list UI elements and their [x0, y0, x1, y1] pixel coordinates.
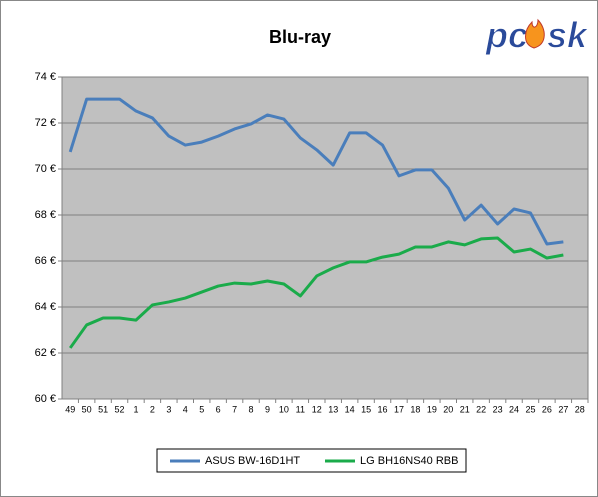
y-tick-label: 74 € — [35, 71, 56, 83]
x-tick-label: 20 — [443, 404, 453, 414]
x-tick-label: 19 — [427, 404, 437, 414]
x-tick-label: 1 — [133, 404, 138, 414]
y-tick-label: 68 € — [35, 209, 56, 221]
x-tick-label: 7 — [232, 404, 237, 414]
legend-label: ASUS BW-16D1HT — [205, 455, 300, 467]
x-tick-label: 49 — [65, 404, 75, 414]
x-tick-label: 15 — [361, 404, 371, 414]
x-tick-label: 28 — [575, 404, 585, 414]
x-tick-label: 50 — [82, 404, 92, 414]
x-tick-label: 27 — [558, 404, 568, 414]
x-tick-label: 16 — [378, 404, 388, 414]
chart-title: Blu-ray — [269, 27, 331, 47]
legend — [156, 448, 467, 473]
y-tick-label: 62 € — [35, 347, 56, 359]
x-tick-label: 9 — [265, 404, 270, 414]
x-tick-label: 12 — [312, 404, 322, 414]
series-line — [68, 236, 564, 349]
logo-text: sk — [547, 15, 589, 56]
y-tick-label: 70 € — [35, 163, 56, 175]
x-tick-label: 22 — [476, 404, 486, 414]
x-tick-label: 3 — [166, 404, 171, 414]
legend-label: LG BH16NS40 RBB — [360, 455, 458, 467]
y-tick-label: 60 € — [35, 393, 56, 405]
x-tick-label: 5 — [199, 404, 204, 414]
y-tick-label: 66 € — [35, 255, 56, 267]
x-tick-label: 21 — [460, 404, 470, 414]
x-tick-label: 2 — [150, 404, 155, 414]
x-tick-label: 25 — [525, 404, 535, 414]
x-tick-label: 17 — [394, 404, 404, 414]
x-tick-label: 51 — [98, 404, 108, 414]
logo-text: pc — [485, 15, 528, 56]
x-tick-label: 24 — [509, 404, 519, 414]
x-tick-label: 18 — [410, 404, 420, 414]
x-tick-label: 8 — [249, 404, 254, 414]
logo: pc sk — [485, 14, 590, 56]
x-tick-label: 11 — [296, 404, 305, 414]
plot-area — [61, 76, 589, 400]
x-tick-label: 23 — [493, 404, 503, 414]
x-tick-label: 4 — [183, 404, 188, 414]
x-tick-label: 14 — [345, 404, 355, 414]
x-tick-label: 26 — [542, 404, 552, 414]
x-tick-label: 13 — [328, 404, 338, 414]
x-tick-label: 10 — [279, 404, 289, 414]
x-tick-label: 6 — [216, 404, 221, 414]
logo-flame — [525, 18, 545, 49]
series-line — [68, 97, 564, 246]
x-tick-label: 52 — [115, 404, 125, 414]
y-tick-label: 72 € — [35, 117, 56, 129]
y-tick-label: 64 € — [35, 301, 56, 313]
